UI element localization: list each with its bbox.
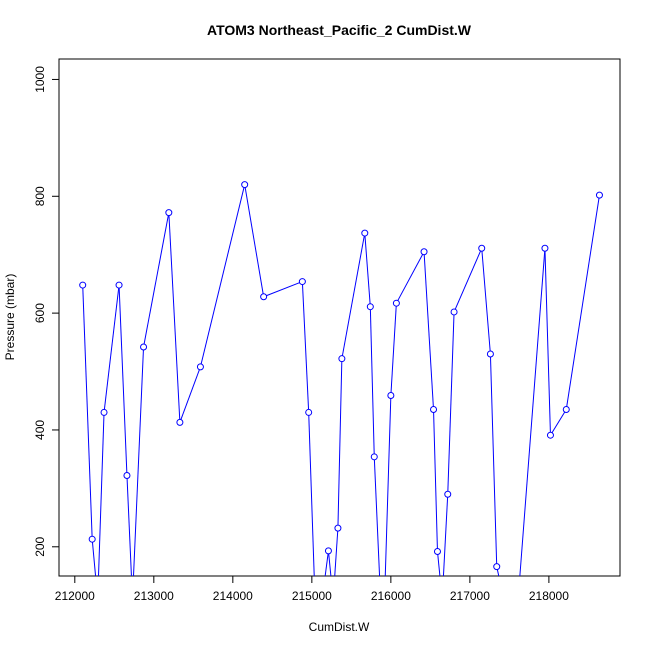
data-point bbox=[361, 229, 369, 237]
data-point bbox=[260, 293, 268, 301]
data-point bbox=[334, 524, 342, 532]
series-line-segment bbox=[308, 412, 315, 576]
data-point bbox=[338, 355, 346, 363]
series-line-segment bbox=[263, 281, 303, 298]
series-line-segment bbox=[82, 285, 93, 540]
series-line-segment bbox=[436, 551, 441, 576]
y-axis-label: Pressure (mbar) bbox=[3, 274, 17, 361]
x-tick-label: 213000 bbox=[134, 589, 174, 603]
series-line-segment bbox=[423, 251, 435, 410]
series-line-segment bbox=[496, 566, 500, 576]
data-point bbox=[420, 248, 428, 256]
data-point bbox=[176, 418, 184, 426]
series-line-segment bbox=[133, 346, 145, 576]
series-line-segment bbox=[327, 550, 332, 576]
data-point bbox=[541, 244, 549, 252]
series-line-segment bbox=[364, 233, 371, 307]
data-point bbox=[123, 472, 131, 480]
data-point bbox=[241, 181, 249, 189]
data-point bbox=[115, 281, 123, 289]
data-point bbox=[79, 281, 87, 289]
data-point bbox=[433, 547, 441, 555]
y-tick-label: 200 bbox=[33, 536, 47, 556]
data-point bbox=[450, 308, 458, 316]
y-tick-label: 400 bbox=[33, 420, 47, 440]
data-point bbox=[444, 490, 452, 498]
data-point bbox=[140, 343, 148, 351]
chart-title: ATOM3 Northeast_Pacific_2 CumDist.W bbox=[207, 22, 472, 38]
x-tick-label: 216000 bbox=[371, 589, 411, 603]
series-line-segment bbox=[143, 212, 170, 348]
data-point bbox=[298, 278, 306, 286]
series-line-segment bbox=[126, 475, 132, 576]
data-point bbox=[366, 303, 374, 311]
series-line-segment bbox=[550, 409, 567, 436]
data-point bbox=[392, 299, 400, 307]
series-layer bbox=[79, 181, 603, 602]
data-point bbox=[493, 563, 501, 571]
series-line-segment bbox=[301, 281, 310, 413]
x-tick-label: 215000 bbox=[292, 589, 332, 603]
data-point bbox=[515, 596, 521, 602]
y-tick-label: 600 bbox=[33, 303, 47, 323]
series-line-segment bbox=[433, 409, 438, 552]
y-tick-label: 800 bbox=[33, 186, 47, 206]
y-tick-label: 1000 bbox=[33, 66, 47, 93]
y-axis: 200 400 600 800 1000 bbox=[33, 66, 60, 557]
series-line-segment bbox=[341, 232, 366, 359]
series-line-segment bbox=[384, 395, 392, 576]
x-tick-label: 214000 bbox=[213, 589, 253, 603]
x-tick-label: 218000 bbox=[529, 589, 569, 603]
data-point bbox=[196, 363, 204, 371]
series-line-segment bbox=[519, 248, 546, 576]
series-line-segment bbox=[244, 184, 265, 297]
series-line-segment bbox=[337, 358, 343, 529]
series-line-segment bbox=[334, 528, 339, 576]
data-point bbox=[100, 408, 108, 416]
data-point bbox=[439, 596, 445, 602]
series-line-segment bbox=[369, 306, 375, 457]
series-line-segment bbox=[565, 195, 600, 410]
x-axis-label: CumDist.W bbox=[309, 620, 370, 634]
series-line-segment bbox=[447, 311, 455, 495]
series-line-segment bbox=[544, 248, 551, 436]
series-line-segment bbox=[453, 248, 483, 313]
series-line-segment bbox=[324, 550, 329, 576]
data-point bbox=[546, 431, 554, 439]
series-line-segment bbox=[118, 285, 128, 476]
data-point bbox=[387, 391, 395, 399]
series-line-segment bbox=[395, 251, 425, 304]
data-point bbox=[562, 406, 570, 414]
data-point bbox=[324, 547, 332, 555]
data-point bbox=[88, 535, 96, 543]
series-line-segment bbox=[489, 353, 498, 567]
data-point bbox=[501, 596, 507, 602]
series-line-segment bbox=[98, 412, 105, 576]
series-line-segment bbox=[168, 212, 181, 423]
plot-frame bbox=[58, 58, 621, 577]
series-line-segment bbox=[91, 539, 97, 576]
data-point bbox=[370, 453, 378, 461]
data-point bbox=[305, 408, 313, 416]
x-tick-label: 212000 bbox=[55, 589, 95, 603]
data-point bbox=[486, 350, 494, 358]
series-line-segment bbox=[390, 303, 397, 396]
data-point bbox=[595, 191, 603, 199]
x-tick-label: 217000 bbox=[450, 589, 490, 603]
series-line-segment bbox=[373, 456, 381, 576]
series-line-segment bbox=[442, 494, 449, 576]
data-point bbox=[478, 244, 486, 252]
x-axis: 212000 213000 214000 215000 216000 217000 2180… bbox=[55, 575, 569, 603]
series-line-segment bbox=[103, 285, 120, 413]
series-line-segment bbox=[199, 184, 246, 367]
data-point bbox=[95, 596, 101, 602]
data-point bbox=[165, 209, 173, 217]
series-line-segment bbox=[481, 248, 491, 355]
series-line-segment bbox=[179, 366, 201, 423]
data-point bbox=[430, 406, 438, 414]
